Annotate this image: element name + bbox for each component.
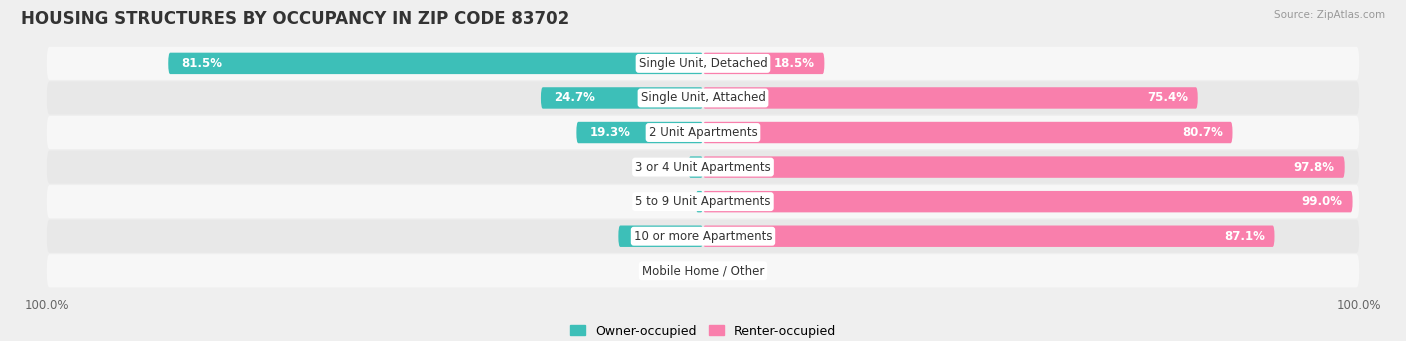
Text: 0.0%: 0.0% [710, 264, 740, 277]
FancyBboxPatch shape [46, 220, 1360, 253]
Text: 0.0%: 0.0% [666, 264, 696, 277]
FancyBboxPatch shape [703, 87, 1198, 109]
Text: 2 Unit Apartments: 2 Unit Apartments [648, 126, 758, 139]
Text: 2.2%: 2.2% [652, 161, 682, 174]
FancyBboxPatch shape [46, 116, 1360, 149]
FancyBboxPatch shape [703, 225, 1274, 247]
Text: 12.9%: 12.9% [631, 230, 672, 243]
FancyBboxPatch shape [576, 122, 703, 143]
FancyBboxPatch shape [689, 157, 703, 178]
Text: Source: ZipAtlas.com: Source: ZipAtlas.com [1274, 10, 1385, 20]
Text: Single Unit, Attached: Single Unit, Attached [641, 91, 765, 104]
FancyBboxPatch shape [46, 254, 1360, 287]
FancyBboxPatch shape [703, 122, 1233, 143]
Text: 1.1%: 1.1% [659, 195, 689, 208]
FancyBboxPatch shape [703, 53, 824, 74]
FancyBboxPatch shape [541, 87, 703, 109]
Text: 3 or 4 Unit Apartments: 3 or 4 Unit Apartments [636, 161, 770, 174]
Text: Mobile Home / Other: Mobile Home / Other [641, 264, 765, 277]
FancyBboxPatch shape [703, 157, 1344, 178]
FancyBboxPatch shape [619, 225, 703, 247]
Text: Single Unit, Detached: Single Unit, Detached [638, 57, 768, 70]
FancyBboxPatch shape [46, 81, 1360, 115]
Text: 81.5%: 81.5% [181, 57, 222, 70]
FancyBboxPatch shape [46, 47, 1360, 80]
Text: 80.7%: 80.7% [1182, 126, 1223, 139]
Legend: Owner-occupied, Renter-occupied: Owner-occupied, Renter-occupied [565, 320, 841, 341]
FancyBboxPatch shape [46, 185, 1360, 218]
Text: 97.8%: 97.8% [1294, 161, 1334, 174]
FancyBboxPatch shape [169, 53, 703, 74]
Text: 19.3%: 19.3% [589, 126, 630, 139]
Text: HOUSING STRUCTURES BY OCCUPANCY IN ZIP CODE 83702: HOUSING STRUCTURES BY OCCUPANCY IN ZIP C… [21, 10, 569, 28]
Text: 10 or more Apartments: 10 or more Apartments [634, 230, 772, 243]
Text: 24.7%: 24.7% [554, 91, 595, 104]
Text: 99.0%: 99.0% [1302, 195, 1343, 208]
Text: 75.4%: 75.4% [1147, 91, 1188, 104]
Text: 5 to 9 Unit Apartments: 5 to 9 Unit Apartments [636, 195, 770, 208]
FancyBboxPatch shape [703, 191, 1353, 212]
FancyBboxPatch shape [46, 150, 1360, 184]
FancyBboxPatch shape [696, 191, 703, 212]
Text: 87.1%: 87.1% [1223, 230, 1264, 243]
Text: 18.5%: 18.5% [773, 57, 814, 70]
